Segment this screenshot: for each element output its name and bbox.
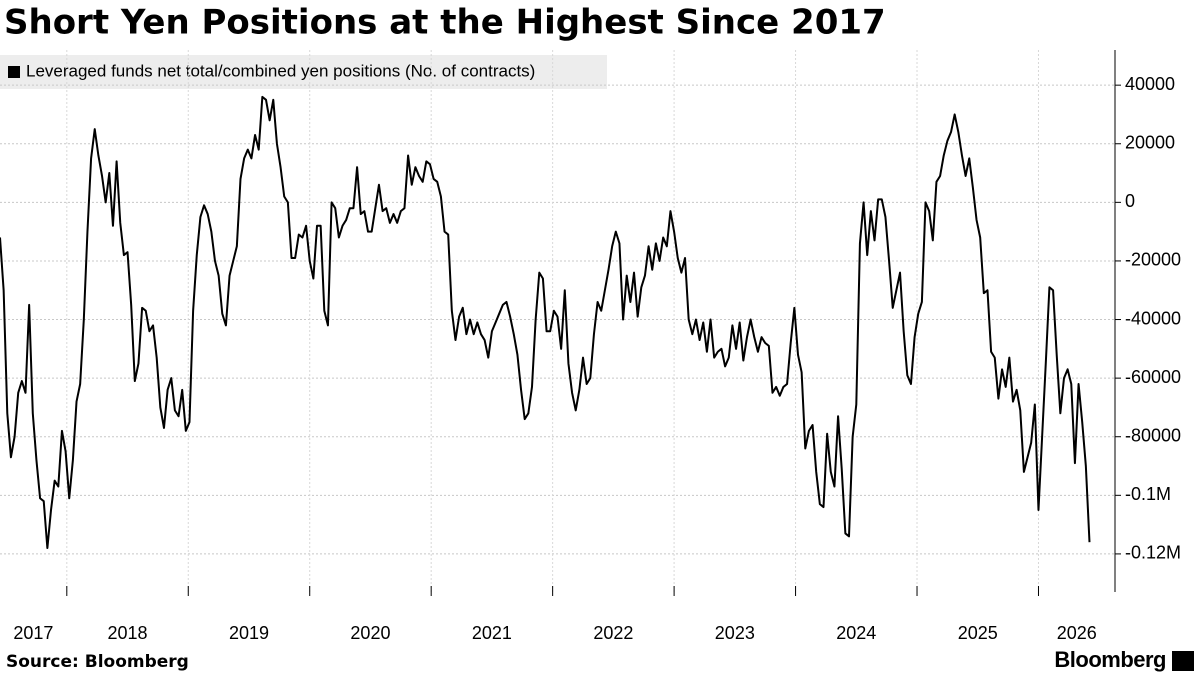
x-tick-label: 2017 — [13, 623, 53, 643]
y-tick-label: -0.1M — [1125, 484, 1171, 504]
x-tick-label: 2018 — [108, 623, 148, 643]
x-tick-label: 2019 — [229, 623, 269, 643]
brand-icon — [1172, 651, 1194, 671]
x-tick-label: 2024 — [836, 623, 876, 643]
legend-label: Leveraged funds net total/combined yen p… — [26, 61, 535, 80]
chart-title: Short Yen Positions at the Highest Since… — [4, 3, 886, 43]
brand: Bloomberg — [1054, 647, 1166, 672]
y-tick-label: -0.12M — [1125, 543, 1181, 563]
source: Source: Bloomberg — [6, 652, 189, 672]
x-tick-label: 2023 — [715, 623, 755, 643]
legend-marker — [8, 66, 20, 78]
x-tick-label: 2022 — [593, 623, 633, 643]
x-tick-label: 2025 — [958, 623, 998, 643]
legend-box — [0, 55, 607, 89]
y-tick-label: 0 — [1125, 191, 1135, 211]
series-line — [0, 95, 1091, 550]
y-tick-label: -20000 — [1125, 250, 1181, 270]
y-tick-label: -40000 — [1125, 308, 1181, 328]
x-tick-label: 2021 — [472, 623, 512, 643]
x-tick-label: 2020 — [350, 623, 390, 643]
y-tick-label: 20000 — [1125, 133, 1175, 153]
y-tick-label: 40000 — [1125, 74, 1175, 94]
y-tick-label: -60000 — [1125, 367, 1181, 387]
x-tick-label: 2026 — [1057, 623, 1097, 643]
y-tick-label: -80000 — [1125, 425, 1181, 445]
